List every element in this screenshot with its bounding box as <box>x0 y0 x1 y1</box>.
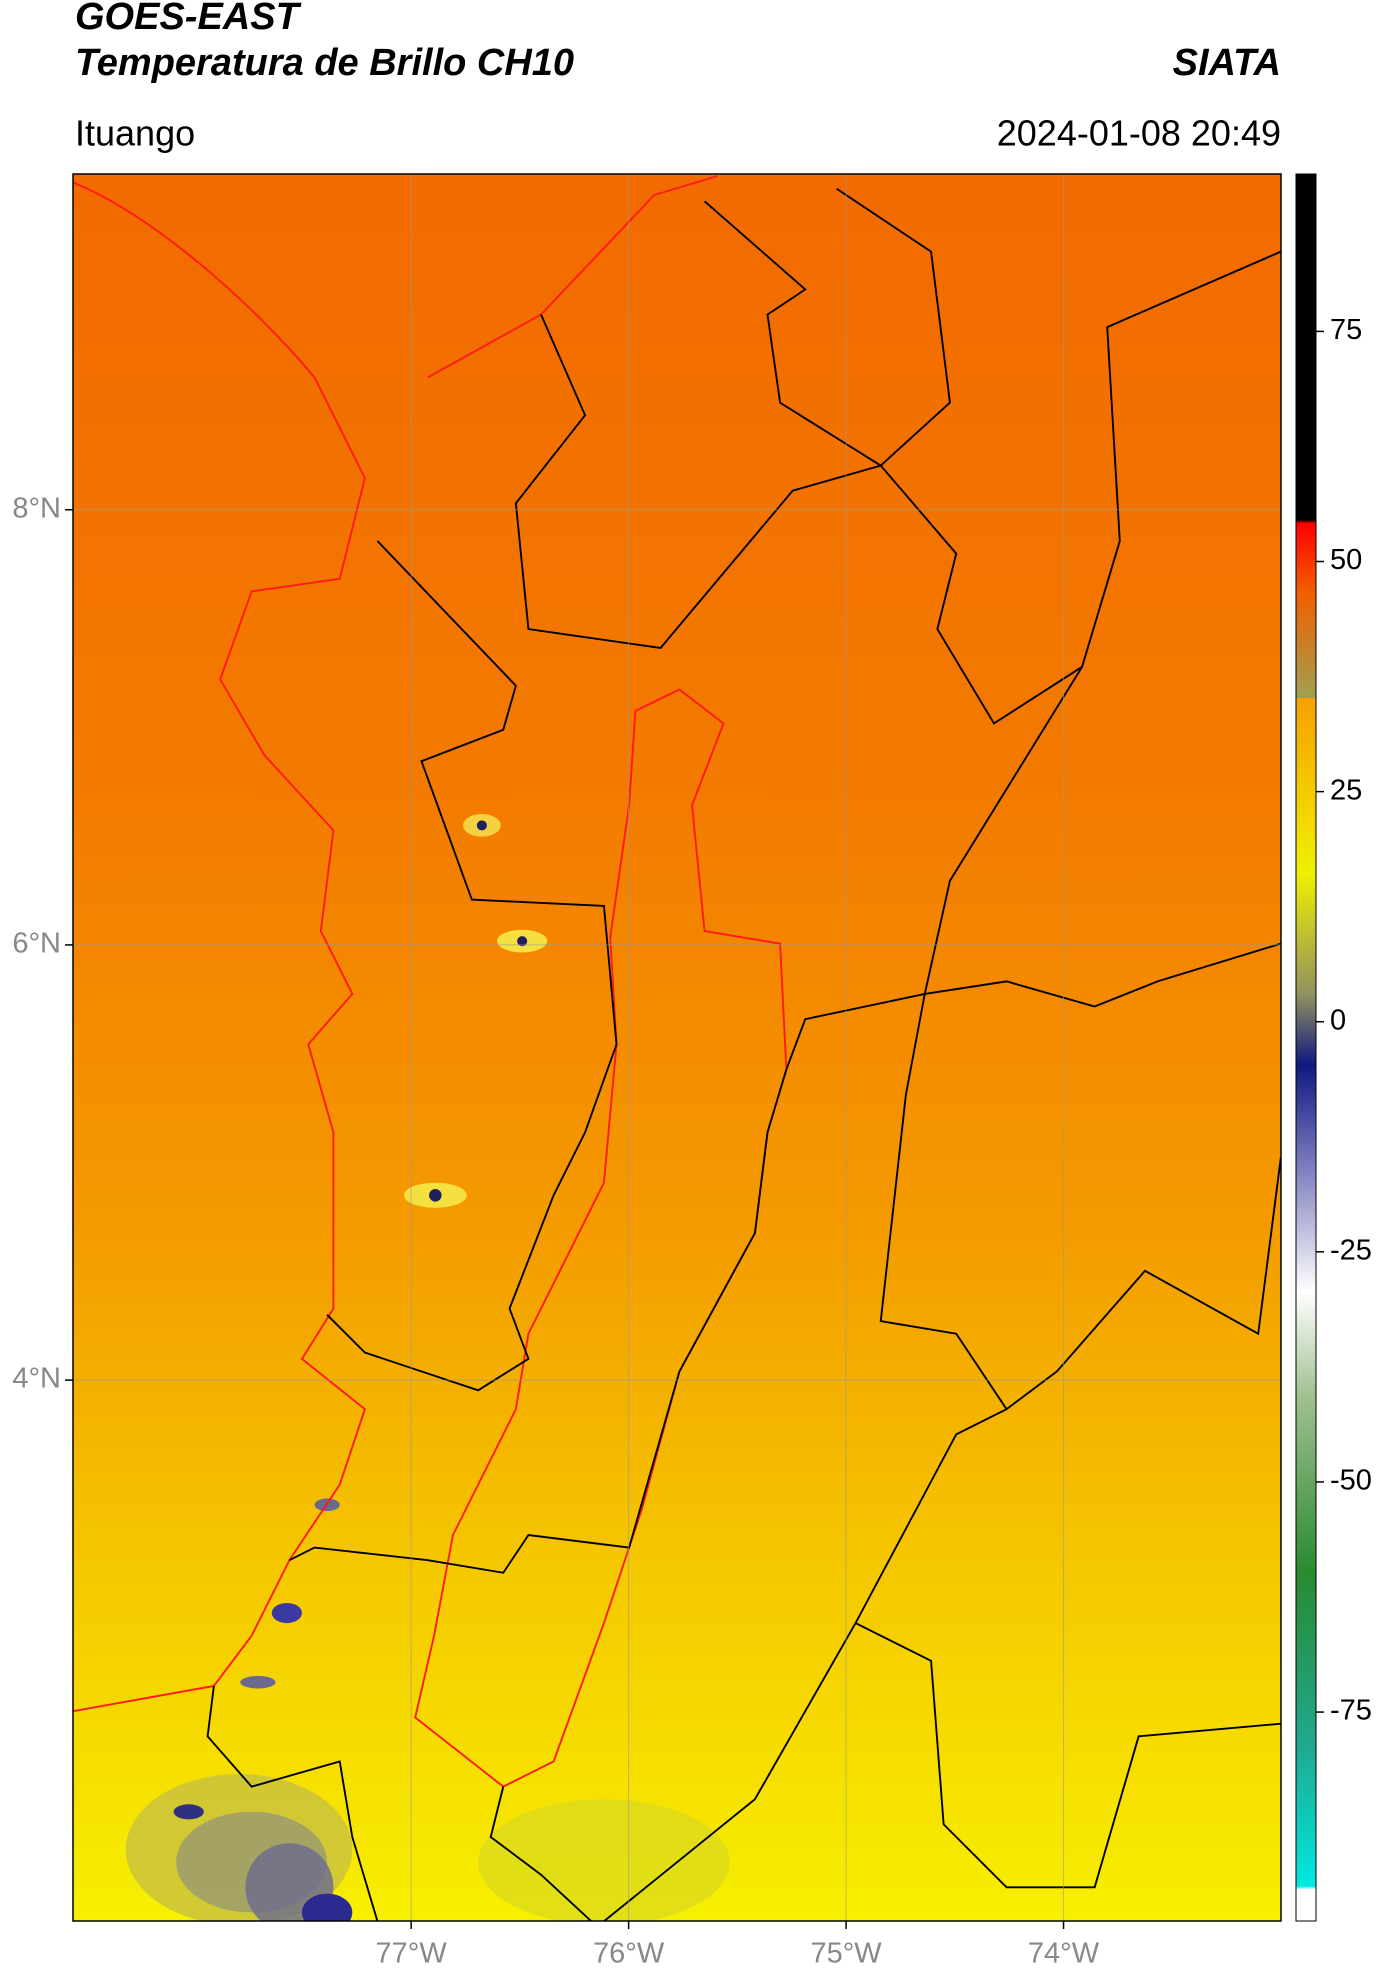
y-tick-label: 6°N <box>12 928 61 960</box>
colorbar <box>1295 173 1317 1922</box>
x-tick-label: 77°W <box>376 1938 448 1970</box>
x-tick-label: 74°W <box>1028 1938 1100 1970</box>
y-tick-label: 4°N <box>12 1363 61 1395</box>
map-image <box>73 174 1281 1921</box>
x-tick-label: 75°W <box>810 1938 882 1970</box>
grid-layer: 77°W 76°W 75°W 74°W 8°N 6°N 4°N <box>12 174 1281 1970</box>
map-background <box>73 174 1281 1921</box>
colorbar-tick-label: 75 <box>1330 314 1362 346</box>
colorbar-tick-label: -25 <box>1330 1234 1372 1266</box>
colorbar-tick-label: -50 <box>1330 1465 1372 1497</box>
x-tick-label: 76°W <box>593 1938 665 1970</box>
map-features <box>73 175 1281 1921</box>
colorbar-ticks: 75 50 25 0 -25 -50 -75 <box>1316 314 1372 1727</box>
datetime: 2024-01-08 20:49 <box>997 113 1281 154</box>
title: GOES-EAST <box>75 0 302 38</box>
colorbar-tick-label: 50 <box>1330 544 1362 576</box>
colorbar-tick-label: 0 <box>1330 1004 1346 1036</box>
subtitle: Temperatura de Brillo CH10 <box>75 42 574 84</box>
y-tick-label: 8°N <box>12 492 61 524</box>
map-frame <box>72 173 1282 1922</box>
location: Ituango <box>75 113 195 154</box>
colorbar-tick-label: -75 <box>1330 1695 1372 1727</box>
colorbar-tick-label: 25 <box>1330 774 1362 806</box>
source: SIATA <box>1173 42 1281 84</box>
